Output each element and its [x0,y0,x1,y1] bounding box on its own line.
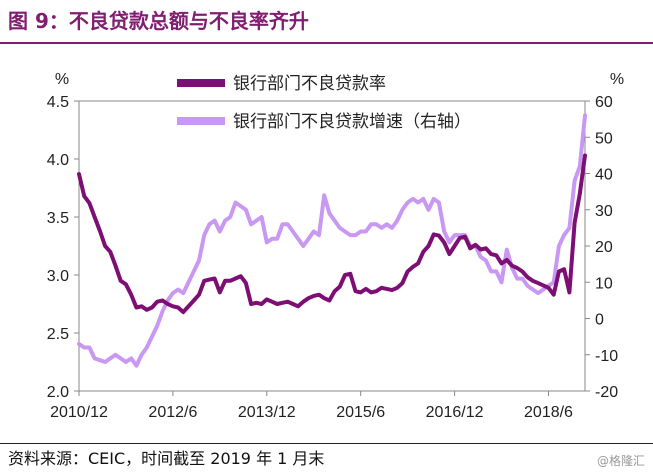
npl-ratio-legend-label: 银行部门不良贷款率 [233,74,386,93]
right-axis-tick-label: 30 [595,203,613,220]
right-axis-tick-label: 60 [595,94,613,111]
left-axis-tick-label: 3.0 [47,268,69,285]
left-axis-tick-label: 2.5 [47,326,69,343]
source-divider [0,443,653,444]
right-axis-tick-label: 0 [595,312,604,329]
x-axis-tick-label: 2016/12 [426,404,484,421]
x-axis-tick-label: 2012/6 [148,404,197,421]
npl-growth-legend-label: 银行部门不良贷款增速（右轴） [233,112,471,131]
left-axis-tick-label: 4.5 [47,94,69,111]
right-axis-tick-label: 20 [595,239,613,256]
right-axis-tick-label: -20 [595,384,618,401]
x-axis-tick-label: 2015/6 [336,404,385,421]
right-axis-tick-label: 10 [595,275,613,292]
right-axis-tick-label: 50 [595,130,613,147]
x-axis-tick-label: 2013/12 [238,404,296,421]
watermark: @格隆汇 [596,454,645,468]
x-axis-tick-label: 2010/12 [50,404,108,421]
x-axis-tick-label: 2018/6 [524,404,573,421]
left-axis-tick-label: 2.0 [47,384,69,401]
figure-title: 图 9：不良贷款总额与不良率齐升 [8,9,309,33]
right-axis-tick-label: 40 [595,167,613,184]
left-axis-tick-label: 4.0 [47,152,69,169]
source-note: 资料来源：CEIC，时间截至 2019 年 1 月末 [8,449,325,468]
right-axis-unit-label: % [610,71,624,88]
left-axis-tick-label: 3.5 [47,210,69,227]
npl-ratio-series-line [77,153,587,315]
npl-growth-series-line [77,113,587,368]
left-axis-unit-label: % [55,71,69,88]
title-divider [0,42,653,44]
plot-frame [78,100,586,392]
right-axis-tick-label: -10 [595,348,618,365]
